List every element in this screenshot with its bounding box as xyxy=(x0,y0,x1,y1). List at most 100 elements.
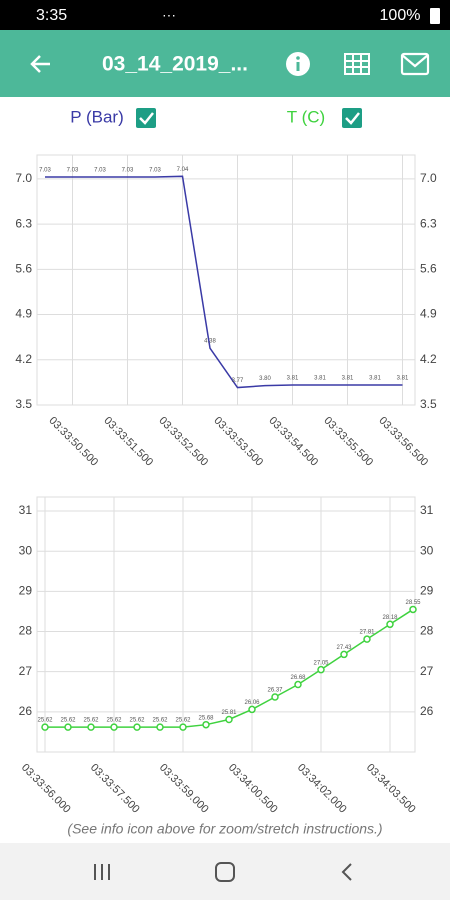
point-marker xyxy=(202,720,210,729)
data-label: 7.04 xyxy=(177,167,189,173)
data-label: 28.18 xyxy=(382,615,398,621)
data-label: 26.37 xyxy=(267,688,283,694)
point-marker xyxy=(110,723,118,731)
nav-home[interactable] xyxy=(215,862,235,882)
data-label: 25.62 xyxy=(106,718,122,724)
footer-note: (See info icon above for zoom/stretch in… xyxy=(67,821,382,837)
data-label: 3.80 xyxy=(259,376,271,382)
data-label: 4.38 xyxy=(204,339,216,345)
status-bar xyxy=(0,0,450,30)
y-tick-label-right: 26 xyxy=(420,704,434,718)
data-label: 26.06 xyxy=(244,700,260,706)
data-label: 7.03 xyxy=(149,168,161,174)
status-time: 3:35 xyxy=(36,7,67,24)
legend-label: T (C) xyxy=(287,107,325,126)
y-tick-label: 5.6 xyxy=(15,262,32,276)
y-tick-label: 26 xyxy=(19,704,33,718)
x-tick-label: 03:34:03.500 xyxy=(364,762,418,816)
info-button[interactable] xyxy=(286,52,310,76)
point-marker xyxy=(87,723,95,731)
y-tick-label: 4.9 xyxy=(15,307,32,321)
data-label: 27.43 xyxy=(336,645,352,651)
point-marker xyxy=(386,620,394,629)
x-tick-label: 03:33:51.500 xyxy=(101,415,155,469)
table-button[interactable] xyxy=(344,53,370,75)
x-tick-label: 03:33:55.500 xyxy=(321,415,375,469)
point-marker xyxy=(133,723,141,731)
x-tick-label: 03:33:52.500 xyxy=(156,415,210,469)
y-tick-label: 3.5 xyxy=(15,397,32,411)
point-marker xyxy=(156,723,164,731)
data-label: 25.62 xyxy=(175,718,191,724)
y-tick-label: 27 xyxy=(19,664,33,678)
data-label: 25.62 xyxy=(60,718,76,724)
y-tick-label-right: 6.3 xyxy=(420,216,437,230)
y-tick-label-right: 30 xyxy=(420,543,434,557)
data-label: 25.62 xyxy=(129,718,145,724)
email-button[interactable] xyxy=(400,52,430,76)
battery-icon xyxy=(430,8,440,24)
y-tick-label: 31 xyxy=(19,503,33,517)
status-battery: 100% xyxy=(380,7,421,24)
y-tick-label: 4.2 xyxy=(15,352,32,366)
point-marker xyxy=(248,705,256,714)
data-label: 28.55 xyxy=(405,600,421,606)
data-label: 7.03 xyxy=(122,168,134,174)
data-label: 25.62 xyxy=(37,718,53,724)
plot-frame xyxy=(36,154,416,406)
legend-checkbox[interactable] xyxy=(136,108,156,128)
point-marker xyxy=(271,693,279,701)
data-label: 7.03 xyxy=(67,168,79,174)
x-tick-label: 03:33:56.500 xyxy=(376,415,430,469)
y-tick-label-right: 5.6 xyxy=(420,262,437,276)
y-tick-label-right: 7.0 xyxy=(420,171,437,185)
y-tick-label-right: 4.2 xyxy=(420,352,437,366)
legend-checkbox[interactable] xyxy=(342,108,362,128)
x-tick-label: 03:34:02.000 xyxy=(295,762,349,816)
data-label: 27.05 xyxy=(313,660,329,666)
x-tick-label: 03:33:54.500 xyxy=(266,415,320,469)
nav-back[interactable] xyxy=(341,863,352,881)
y-tick-label-right: 4.9 xyxy=(420,307,437,321)
y-tick-label: 7.0 xyxy=(15,171,32,185)
series-line xyxy=(45,175,403,389)
data-label: 26.68 xyxy=(290,675,306,681)
x-tick-label: 03:33:59.000 xyxy=(157,762,211,816)
y-tick-label-right: 31 xyxy=(420,503,434,517)
point-marker xyxy=(294,680,302,689)
y-tick-label: 28 xyxy=(19,624,33,638)
y-tick-label-right: 27 xyxy=(420,664,434,678)
point-marker xyxy=(41,723,49,731)
data-label: 3.81 xyxy=(314,376,326,382)
y-tick-label-right: 3.5 xyxy=(420,397,437,411)
data-label: 25.68 xyxy=(198,715,214,721)
point-marker xyxy=(340,650,348,659)
status-more: ··· xyxy=(162,7,176,23)
data-label: 7.03 xyxy=(39,168,51,174)
nav-bar xyxy=(0,843,450,900)
data-label: 27.81 xyxy=(359,630,375,636)
point-marker xyxy=(317,665,325,674)
point-marker xyxy=(64,723,72,731)
point-marker xyxy=(179,723,187,731)
y-tick-label-right: 29 xyxy=(420,584,434,598)
y-tick-label: 29 xyxy=(19,584,33,598)
data-label: 3.77 xyxy=(232,378,244,384)
point-marker xyxy=(409,605,417,614)
data-label: 25.62 xyxy=(83,718,99,724)
x-tick-label: 03:33:53.500 xyxy=(211,415,265,469)
y-tick-label: 30 xyxy=(19,543,33,557)
y-tick-label: 6.3 xyxy=(15,216,32,230)
data-label: 25.81 xyxy=(221,710,237,716)
back-button[interactable] xyxy=(30,55,50,73)
data-label: 25.62 xyxy=(152,718,168,724)
nav-recent[interactable] xyxy=(94,864,110,880)
app-bar xyxy=(0,30,450,97)
x-tick-label: 03:33:50.500 xyxy=(46,415,100,469)
data-label: 7.03 xyxy=(94,168,106,174)
point-marker xyxy=(363,635,371,643)
data-label: 3.81 xyxy=(397,376,409,382)
x-tick-label: 03:33:56.000 xyxy=(19,762,73,816)
